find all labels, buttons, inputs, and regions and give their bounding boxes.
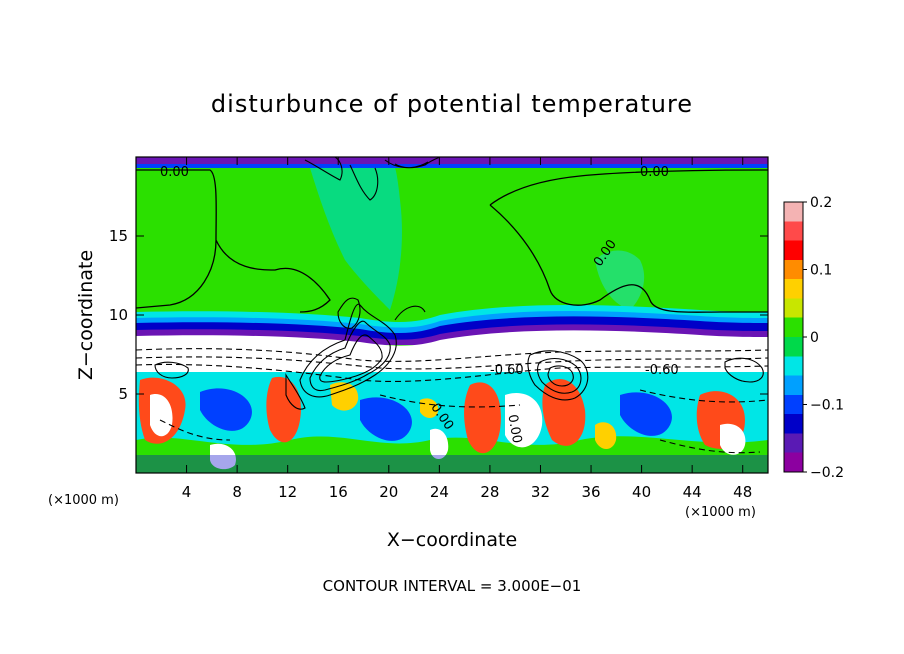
x-tick-label: 32 <box>531 483 550 501</box>
contour-negative <box>136 348 768 454</box>
x-axis-label: X−coordinate <box>387 529 517 551</box>
x-tick-label: 12 <box>278 483 297 501</box>
colorbar <box>783 201 804 473</box>
field-top-band <box>136 157 768 164</box>
colorbar-tick-label: 0.1 <box>810 263 832 279</box>
contour-label: 0.00 <box>504 413 524 444</box>
contour-cluster-right <box>527 350 764 401</box>
y-tick-label: 15 <box>109 227 128 245</box>
colorbar-gradient <box>783 201 804 473</box>
x-tick-label: 40 <box>632 483 651 501</box>
x-axis: 4 8 12 16 20 24 28 32 36 40 44 48 <box>182 157 752 501</box>
contour-cluster-top <box>304 157 441 201</box>
x-axis-unit-right: (×1000 m) <box>685 505 756 520</box>
contour-label: 0.00 <box>640 165 669 180</box>
contour-interval-note: CONTOUR INTERVAL = 3.000E−01 <box>323 577 582 595</box>
contour-cluster-center <box>299 297 426 398</box>
field-cyan-plume <box>310 168 402 310</box>
y-axis-label: Z−coordinate <box>75 250 97 380</box>
x-tick-label: 36 <box>581 483 600 501</box>
colorbar-tick-label: −0.1 <box>810 398 844 414</box>
x-axis-unit-left: (×1000 m) <box>48 493 119 508</box>
contour-label: 0.00 <box>160 165 189 180</box>
x-tick-label: 48 <box>733 483 752 501</box>
x-tick-label: 20 <box>379 483 398 501</box>
field-lower-red <box>138 376 745 454</box>
y-axis: 5 10 15 <box>109 227 768 403</box>
colorbar-tick-label: 0 <box>810 330 819 346</box>
field-lower-purple <box>136 455 768 473</box>
y-tick-label: 5 <box>118 385 128 403</box>
contour-label: -0.60 <box>490 363 524 378</box>
chart-title: disturbunce of potential temperature <box>211 90 693 118</box>
x-tick-label: 28 <box>480 483 499 501</box>
x-tick-label: 24 <box>430 483 449 501</box>
colorbar-ticks: 0.2 0.1 0 −0.1 −0.2 <box>803 195 844 481</box>
colorbar-tick-label: 0.2 <box>810 195 832 211</box>
y-tick-label: 10 <box>109 306 128 324</box>
contour-zero-top <box>136 169 768 313</box>
field-top-band-2 <box>136 164 768 168</box>
colorbar-tick-label: −0.2 <box>810 465 844 481</box>
field-cyan-plume-right <box>595 250 645 310</box>
x-tick-label: 4 <box>182 483 192 501</box>
x-tick-label: 8 <box>232 483 242 501</box>
x-tick-label: 44 <box>683 483 702 501</box>
contour-cluster-left <box>154 361 306 410</box>
field-plot: 0.00 0.00 0.00 -0.60 -0.60 0.00 0.00 <box>136 157 768 473</box>
contour-label: -0.60 <box>645 363 679 378</box>
x-tick-label: 16 <box>329 483 348 501</box>
